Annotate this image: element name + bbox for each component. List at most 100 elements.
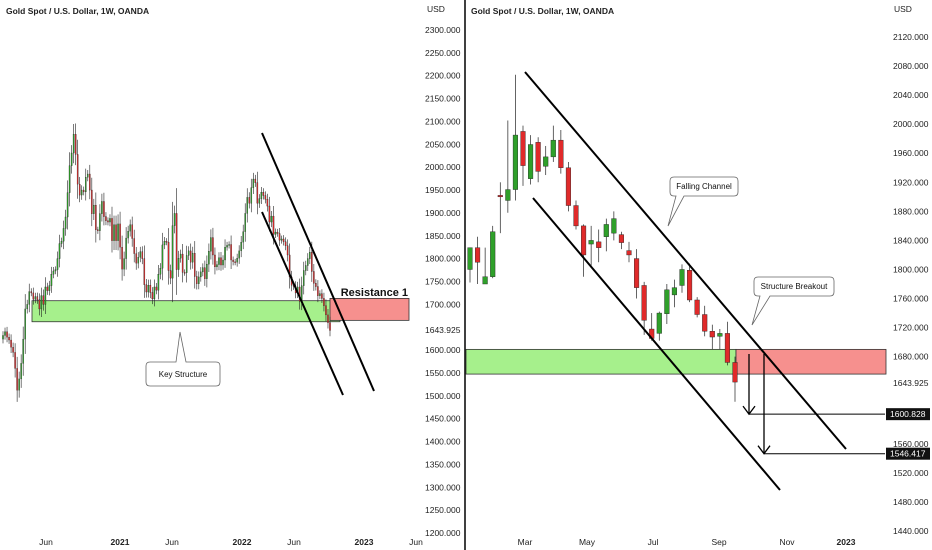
y-tick-label: 1760.000	[893, 294, 929, 304]
candle-body	[117, 223, 119, 241]
x-tick-label: Jul	[648, 537, 659, 547]
candle-body	[72, 134, 75, 154]
trendline-upper	[261, 132, 375, 392]
candle-body	[157, 274, 160, 291]
candle-body	[242, 231, 244, 243]
candle-body	[185, 255, 188, 273]
candle-body	[62, 228, 65, 242]
y-tick-label: 2000.000	[893, 119, 929, 129]
candle-body	[212, 237, 214, 256]
candle-body	[175, 213, 178, 270]
trendline-lower	[261, 211, 344, 396]
candle-body	[183, 272, 186, 274]
left-currency-label: USD	[427, 4, 445, 14]
candle-body	[149, 285, 152, 293]
candle-body	[565, 167, 571, 206]
candle-body	[321, 293, 323, 299]
x-tick-label: Mar	[518, 537, 533, 547]
candle-body	[588, 240, 594, 245]
candle-body	[196, 276, 198, 284]
candle-body	[258, 198, 261, 204]
candle-body	[268, 205, 271, 223]
candle-body	[664, 289, 670, 314]
candle-body	[34, 296, 37, 300]
candle-body	[303, 270, 305, 286]
y-tick-label: 1880.000	[893, 206, 929, 216]
candle-body	[159, 268, 162, 275]
candle-body	[64, 216, 67, 229]
right-chart-title: Gold Spot / U.S. Dollar, 1W, OANDA	[471, 6, 614, 16]
x-tick-label: 2023	[837, 537, 856, 547]
candle-body	[311, 252, 313, 272]
candle-body	[32, 292, 35, 300]
candle-body	[520, 131, 526, 166]
candle-body	[70, 152, 73, 166]
y-tick-label-current: 1643.925	[425, 325, 461, 335]
candle-body	[10, 339, 12, 348]
candle-body	[248, 197, 251, 204]
candle-body	[125, 237, 127, 259]
candle-body	[46, 286, 49, 291]
y-tick-label: 1250.000	[425, 505, 461, 515]
candle-body	[284, 241, 287, 246]
candle-body	[208, 251, 210, 265]
target-price-marker-bg	[886, 447, 930, 460]
candle-body	[210, 237, 212, 252]
candle-body	[618, 234, 624, 243]
candle-body	[325, 305, 327, 316]
candle-body	[634, 258, 640, 288]
y-tick-label: 1350.000	[425, 459, 461, 469]
candle-body	[42, 295, 45, 305]
candle-body	[236, 258, 238, 263]
candle-body	[169, 270, 172, 279]
y-tick-label: 1550.000	[425, 368, 461, 378]
candle-body	[528, 144, 534, 179]
candle-body	[119, 223, 121, 248]
resistance-zone-1	[329, 298, 410, 321]
candle-body	[16, 368, 18, 391]
candle-body	[475, 247, 481, 263]
candle-body	[54, 269, 57, 272]
candle-body	[153, 286, 156, 300]
candle-body	[14, 352, 16, 369]
candle-body	[147, 285, 150, 293]
key-structure-label: Key Structure	[159, 370, 208, 379]
candle-body	[266, 199, 269, 207]
candle-body	[181, 253, 184, 273]
y-tick-label: 1450.000	[425, 414, 461, 424]
candle-body	[103, 201, 105, 217]
candle-body	[85, 177, 87, 193]
key-structure-callout	[145, 331, 221, 387]
candle-body	[87, 173, 89, 178]
candle-body	[131, 224, 133, 239]
candle-body	[550, 139, 556, 158]
candle-body	[218, 257, 220, 265]
candle-body	[171, 225, 174, 279]
left-chart-pane: Gold Spot / U.S. Dollar, 1W, OANDA USD 2…	[2, 4, 461, 547]
y-tick-label: 1680.000	[893, 352, 929, 362]
candle-body	[4, 331, 6, 336]
x-tick-label: Jun	[165, 537, 179, 547]
candle-body	[230, 244, 232, 261]
candle-body	[48, 285, 51, 291]
candle-body	[222, 259, 224, 266]
y-tick-label: 2150.000	[425, 94, 461, 104]
candle-body	[319, 293, 321, 296]
candle-body	[123, 258, 125, 270]
candle-body	[52, 270, 55, 275]
candle-body	[573, 205, 579, 227]
candle-body	[177, 258, 180, 270]
y-tick-label: 2120.000	[893, 32, 929, 42]
y-tick-label: 1300.000	[425, 482, 461, 492]
candle-body	[679, 269, 685, 286]
candle-body	[512, 134, 518, 190]
y-tick-label: 1600.000	[425, 345, 461, 355]
candle-body	[603, 224, 609, 237]
y-tick-label: 1700.000	[425, 299, 461, 309]
y-tick-label: 1520.000	[893, 468, 929, 478]
candle-body	[240, 242, 242, 252]
falling-channel-callout	[667, 176, 739, 227]
candle-body	[38, 299, 41, 310]
candle-body	[238, 250, 240, 259]
x-tick-label: 2022	[233, 537, 252, 547]
